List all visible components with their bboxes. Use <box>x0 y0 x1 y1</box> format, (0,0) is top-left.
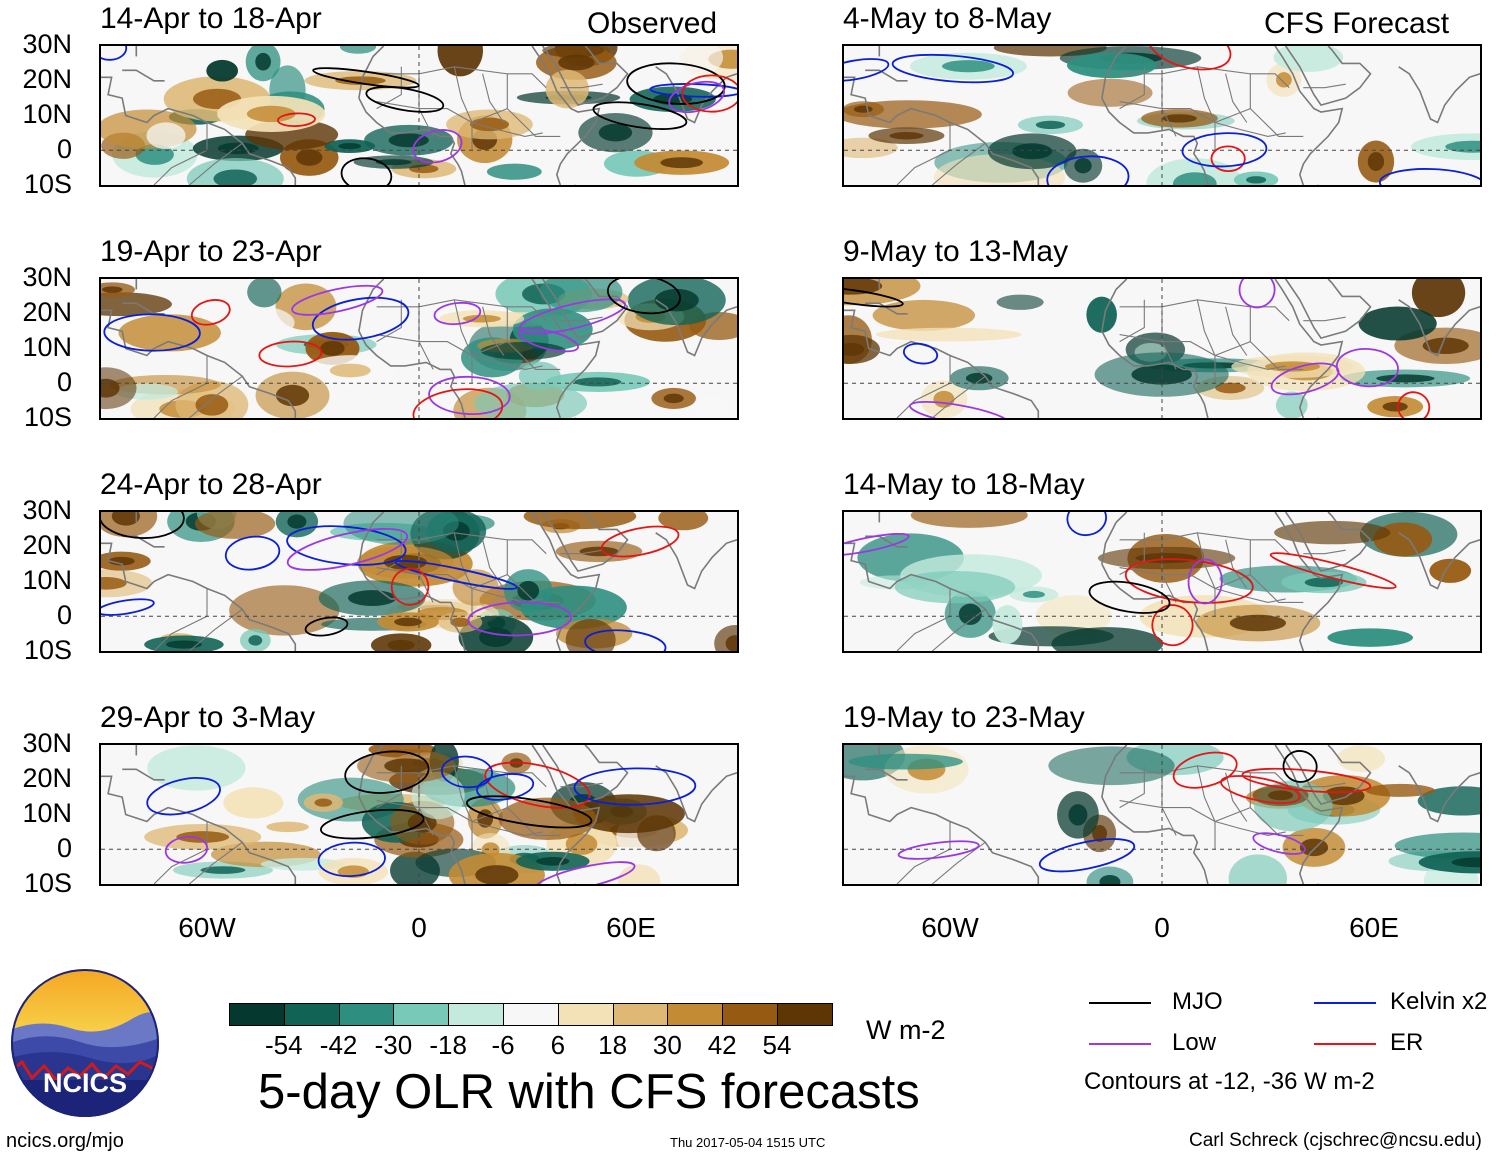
main-title: 5-day OLR with CFS forecasts <box>258 1065 920 1119</box>
colorbar-swatch-7 <box>612 1003 669 1026</box>
legend-label-er: ER <box>1390 1029 1424 1056</box>
lon-tick-0-observed: 0 <box>411 912 427 943</box>
colorbar-label-1: -42 <box>319 1030 358 1060</box>
forecast-column-header: CFS Forecast <box>1264 7 1450 40</box>
colorbar-swatch-3 <box>393 1003 450 1026</box>
olr-map-forecast-1 <box>842 44 1482 187</box>
lat-tick-row1-0: 0 <box>56 134 72 164</box>
lat-tick-row3-10s: 10S <box>23 635 72 665</box>
lat-tick-row3-0: 0 <box>56 600 72 630</box>
panel-title-obs-1: 14-Apr to 18-Apr <box>100 2 322 35</box>
colorbar-units: W m-2 <box>866 1015 946 1045</box>
lon-tick-60e-forecast: 60E <box>1349 912 1399 943</box>
lat-tick-row1-30n: 30N <box>22 29 72 59</box>
lon-tick-60e-observed: 60E <box>606 912 656 943</box>
colorbar-swatch-9 <box>722 1003 778 1026</box>
olr-map-forecast-2 <box>842 277 1482 420</box>
lat-tick-row1-10n: 10N <box>22 99 72 129</box>
colorbar-label-8: 42 <box>707 1030 737 1060</box>
panel-title-obs-2: 19-Apr to 23-Apr <box>100 235 322 268</box>
legend-label-mjo: MJO <box>1172 988 1223 1015</box>
lat-tick-row4-0: 0 <box>56 833 72 863</box>
colorbar-label-2: -30 <box>374 1030 413 1060</box>
lat-tick-row4-20n: 20N <box>22 763 72 793</box>
colorbar-label-3: -18 <box>429 1030 467 1060</box>
olr-map-observed-1 <box>99 44 739 187</box>
colorbar-swatch-0 <box>229 1003 285 1026</box>
panel-title-fc-3: 14-May to 18-May <box>843 468 1085 501</box>
colorbar-label-7: 30 <box>652 1030 682 1060</box>
olr-map-forecast-3 <box>842 510 1482 653</box>
colorbar-label-5: 6 <box>550 1030 566 1060</box>
observed-column-header: Observed <box>587 7 718 40</box>
logo-text: NCICS <box>43 1068 127 1098</box>
olr-map-observed-2 <box>99 277 739 420</box>
lat-tick-row4-10n: 10N <box>22 798 72 828</box>
colorbar-label-6: 18 <box>598 1030 628 1060</box>
colorbar-swatch-10 <box>777 1003 833 1026</box>
lat-tick-row1-10s: 10S <box>23 169 72 199</box>
lat-tick-row2-30n: 30N <box>22 262 72 292</box>
lon-tick-60w-observed: 60W <box>178 912 236 943</box>
legend-line-er <box>1314 1043 1376 1045</box>
colorbar-swatch-4 <box>448 1003 504 1026</box>
footer-timestamp: Thu 2017-05-04 1515 UTC <box>670 1135 826 1150</box>
legend-label-kelvin: Kelvin x2 <box>1390 988 1488 1015</box>
contour-note: Contours at -12, -36 W m-2 <box>1084 1068 1375 1095</box>
footer-site-link[interactable]: ncics.org/mjo <box>6 1130 124 1152</box>
colorbar-swatch-2 <box>338 1003 395 1026</box>
lat-tick-row2-10s: 10S <box>23 402 72 432</box>
colorbar-swatch-5 <box>503 1003 559 1026</box>
lat-tick-row4-30n: 30N <box>22 728 72 758</box>
legend-label-low: Low <box>1172 1029 1217 1056</box>
lat-tick-row3-20n: 20N <box>22 530 72 560</box>
legend-line-low <box>1089 1043 1151 1045</box>
colorbar-swatch-1 <box>283 1003 340 1026</box>
lat-tick-row2-0: 0 <box>56 367 72 397</box>
panel-title-fc-4: 19-May to 23-May <box>843 701 1085 734</box>
olr-map-observed-3 <box>99 510 739 653</box>
lat-tick-row3-30n: 30N <box>22 495 72 525</box>
panel-title-fc-2: 9-May to 13-May <box>843 235 1069 268</box>
lon-tick-0-forecast: 0 <box>1154 912 1170 943</box>
lat-tick-row2-10n: 10N <box>22 332 72 362</box>
colorbar-label-9: 54 <box>762 1030 792 1060</box>
panel-title-fc-1: 4-May to 8-May <box>843 2 1052 35</box>
lat-tick-row4-10s: 10S <box>23 868 72 898</box>
panel-title-obs-3: 24-Apr to 28-Apr <box>100 468 322 501</box>
legend-line-kelvin <box>1314 1002 1376 1004</box>
lat-tick-row1-20n: 20N <box>22 64 72 94</box>
olr-map-observed-4 <box>99 743 739 886</box>
lat-tick-row2-20n: 20N <box>22 297 72 327</box>
legend-line-mjo <box>1089 1002 1151 1004</box>
colorbar-swatch-8 <box>667 1003 724 1026</box>
colorbar-label-4: -6 <box>491 1030 515 1060</box>
lon-tick-60w-forecast: 60W <box>921 912 979 943</box>
colorbar-label-0: -54 <box>265 1030 303 1060</box>
olr-map-forecast-4 <box>842 743 1482 886</box>
ncics-logo: NCICS <box>10 968 160 1118</box>
lat-tick-row3-10n: 10N <box>22 565 72 595</box>
footer-author: Carl Schreck (cjschrec@ncsu.edu) <box>1189 1130 1482 1151</box>
colorbar-swatch-6 <box>557 1003 614 1026</box>
panel-title-obs-4: 29-Apr to 3-May <box>100 701 316 734</box>
